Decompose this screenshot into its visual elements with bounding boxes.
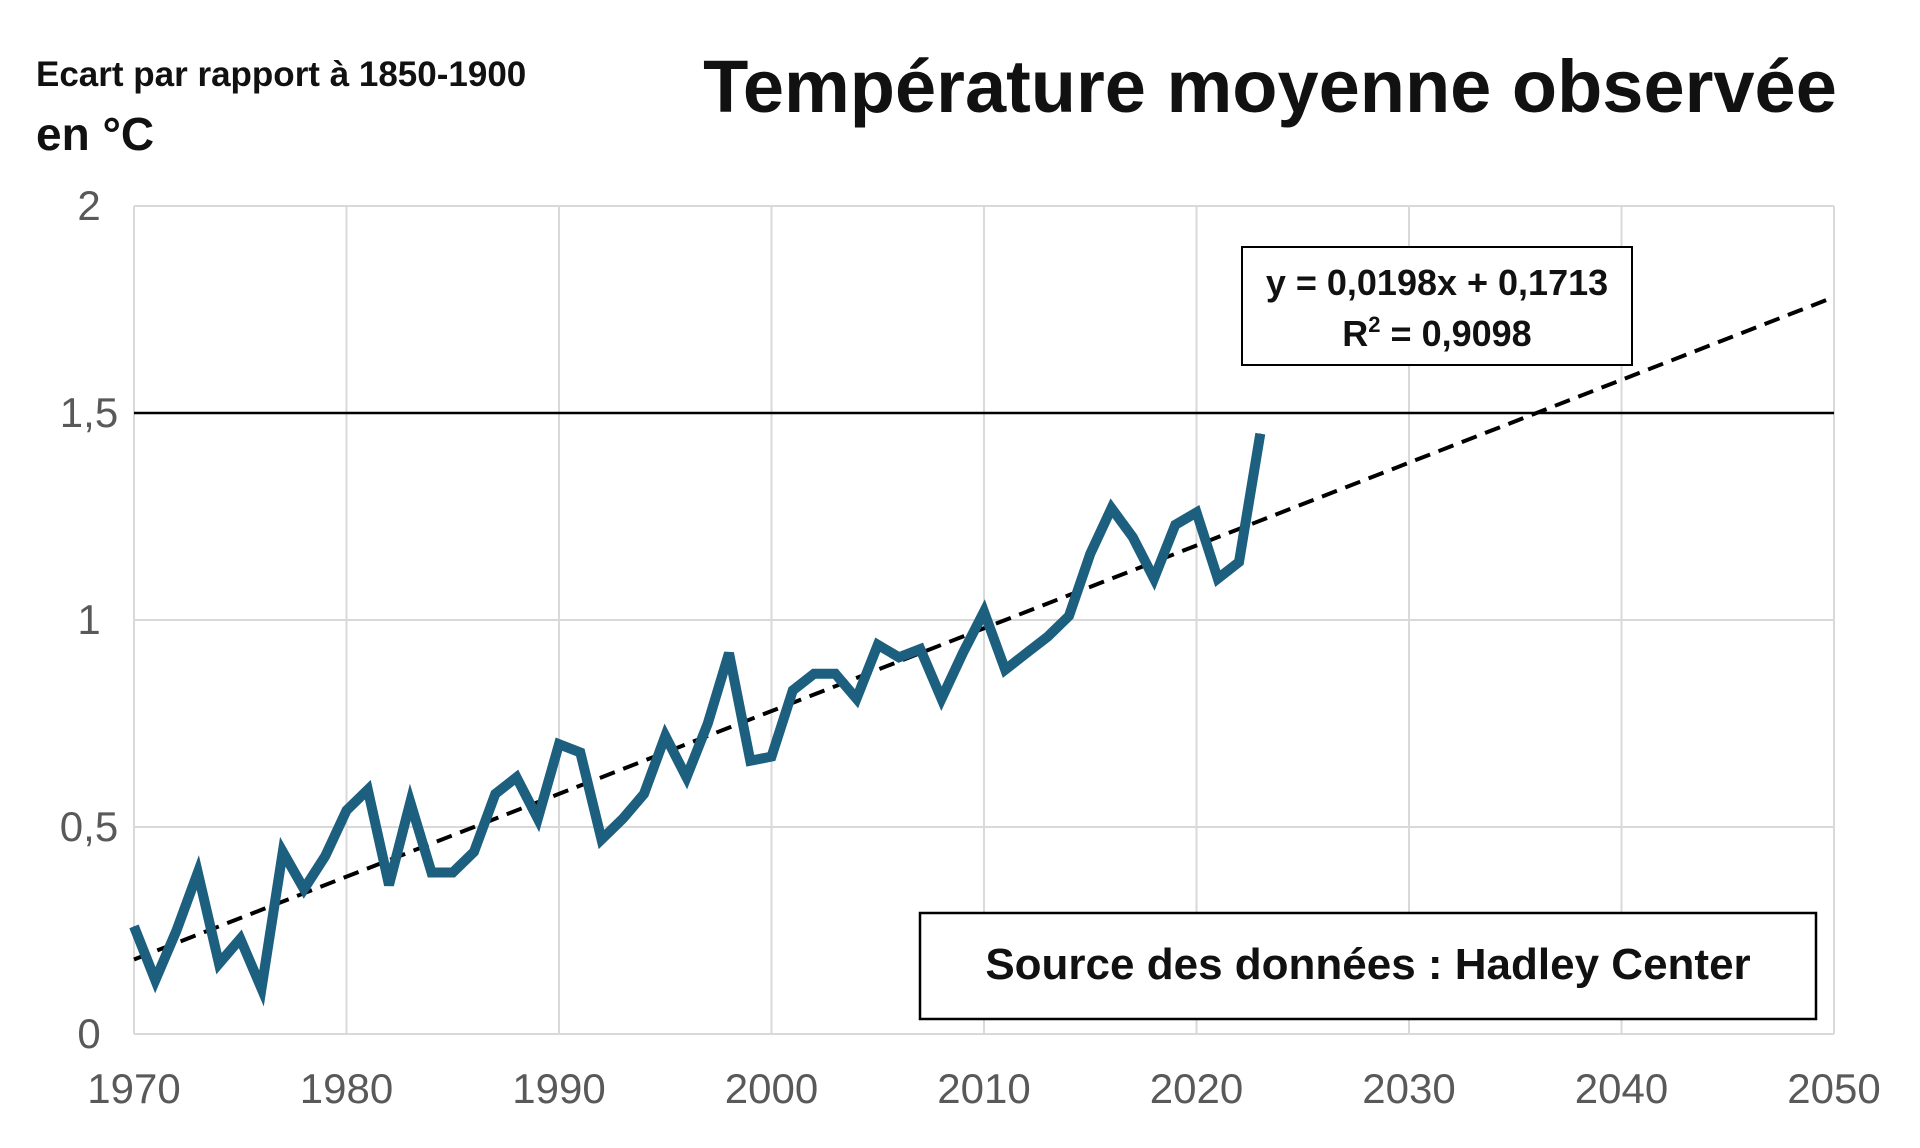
data-point-1988: [516, 776, 517, 778]
data-point-1978: [303, 888, 305, 890]
data-point-1976: [261, 987, 262, 989]
data-point-1995: [664, 735, 666, 737]
data-point-2001: [792, 689, 794, 691]
data-point-1981: [367, 789, 369, 791]
x-tick-label-2010: 2010: [937, 1065, 1030, 1112]
x-tick-label-2000: 2000: [725, 1065, 818, 1112]
y-tick-label-0,5: 0,5: [60, 803, 118, 850]
data-point-1994: [643, 793, 645, 795]
y-tick-label-1,5: 1,5: [60, 389, 118, 436]
equation-box: y = 0,0198x + 0,1713 R2 = 0,9098: [1241, 246, 1633, 366]
data-point-1973: [197, 872, 199, 874]
x-tick-label-1970: 1970: [87, 1065, 180, 1112]
data-point-1970: [133, 925, 135, 927]
data-point-1984: [431, 872, 432, 874]
data-point-2015: [1089, 553, 1091, 555]
data-point-1979: [324, 855, 326, 857]
data-point-2004: [856, 698, 857, 700]
data-point-1980: [346, 809, 347, 811]
data-point-1993: [622, 818, 624, 820]
r-squared-value: = 0,9098: [1381, 313, 1532, 354]
y-tick-label-0: 0: [77, 1010, 100, 1057]
y-tick-label-1: 1: [77, 596, 100, 643]
trendline-layer: [133, 295, 1835, 962]
data-point-1983: [409, 801, 411, 803]
series-line: [129, 432, 1266, 1007]
r-squared: R2 = 0,9098: [1342, 312, 1531, 354]
data-point-2010: [983, 611, 985, 613]
data-point-2014: [1068, 615, 1070, 617]
data-point-1986: [473, 851, 475, 853]
axis-ticks: 1970 1980 1990 2000 2010 2020 2030 2040 2050 0 0,5…: [60, 182, 1881, 1112]
r-squared-sup: 2: [1368, 312, 1380, 337]
data-point-2013: [1047, 636, 1049, 638]
data-point-1999: [749, 760, 751, 762]
series-layer: [129, 432, 1266, 1007]
data-point-1982: [388, 884, 390, 886]
x-tick-label-2040: 2040: [1575, 1065, 1668, 1112]
data-point-2003: [834, 673, 836, 675]
data-point-2018: [1153, 578, 1155, 580]
data-point-1987: [494, 793, 496, 795]
data-point-1985: [452, 872, 454, 874]
data-point-1989: [537, 818, 539, 820]
x-tick-label-2030: 2030: [1362, 1065, 1455, 1112]
data-point-2023: [1259, 433, 1261, 435]
data-point-2019: [1174, 524, 1176, 526]
data-point-2020: [1196, 511, 1197, 513]
x-tick-label-1990: 1990: [512, 1065, 605, 1112]
data-point-1977: [282, 851, 284, 853]
data-point-1990: [558, 743, 560, 745]
data-point-1997: [707, 723, 709, 724]
data-point-1972: [176, 930, 177, 931]
data-point-2006: [898, 656, 900, 658]
data-point-1991: [579, 751, 581, 753]
y-axis-label-line1: Ecart par rapport à 1850-1900: [36, 55, 526, 94]
data-point-2005: [877, 644, 879, 646]
chart-title: Température moyenne observée: [703, 45, 1837, 128]
data-point-2007: [919, 648, 921, 650]
x-tick-label-1980: 1980: [300, 1065, 393, 1112]
trendline: [133, 295, 1835, 962]
trendline-equation: y = 0,0198x + 0,1713: [1266, 262, 1608, 303]
source-note: Source des données : Hadley Center: [985, 940, 1750, 989]
data-point-1971: [154, 979, 156, 981]
data-point-1974: [218, 963, 220, 965]
y-tick-label-2: 2: [77, 182, 100, 229]
data-point-2011: [1004, 669, 1006, 671]
data-point-2021: [1217, 578, 1219, 580]
data-point-1975: [239, 938, 241, 940]
r-squared-label: R: [1342, 313, 1368, 354]
data-point-2000: [771, 756, 772, 758]
data-point-1996: [686, 776, 687, 778]
data-point-2008: [941, 698, 942, 700]
data-point-1992: [601, 838, 602, 840]
data-point-2002: [813, 673, 815, 675]
data-point-2022: [1238, 561, 1240, 563]
data-point-1998: [728, 652, 730, 654]
x-tick-label-2050: 2050: [1787, 1065, 1880, 1112]
data-point-2012: [1026, 652, 1027, 654]
source-box: Source des données : Hadley Center: [918, 911, 1818, 1021]
y-axis-label-line2: en °C: [36, 108, 154, 160]
x-tick-label-2020: 2020: [1150, 1065, 1243, 1112]
data-point-2016: [1111, 507, 1112, 509]
data-point-2009: [962, 652, 964, 654]
data-point-2017: [1132, 536, 1134, 538]
